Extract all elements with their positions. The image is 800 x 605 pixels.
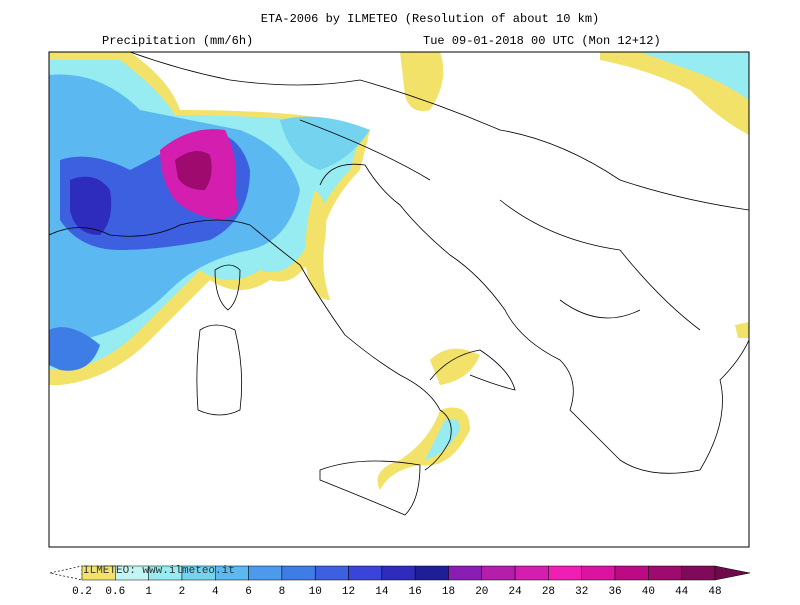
colorbar-label: 10 — [309, 586, 322, 598]
colorbar-label: 18 — [442, 586, 455, 598]
colorbar-swatch — [381, 565, 416, 581]
colorbar-swatch — [281, 565, 316, 581]
colorbar-swatch — [448, 565, 483, 581]
colorbar-label: 28 — [542, 586, 555, 598]
subtitle-right: Tue 09-01-2018 00 UTC (Mon 12+12) — [423, 34, 661, 48]
colorbar-label: 2 — [179, 586, 186, 598]
colorbar-label: 4 — [212, 586, 219, 598]
colorbar-label: 44 — [675, 586, 689, 598]
colorbar-label: 0.6 — [105, 586, 125, 598]
colorbar-swatch — [481, 565, 516, 581]
watermark: ILMETEO: www.ilmeteo.it — [83, 565, 235, 577]
colorbar-label: 48 — [708, 586, 721, 598]
colorbar-label: 40 — [642, 586, 655, 598]
colorbar-label: 1 — [145, 586, 152, 598]
colorbar-label: 20 — [475, 586, 488, 598]
colorbar-label: 16 — [409, 586, 422, 598]
colorbar-swatch — [548, 565, 582, 581]
title: ETA-2006 by ILMETEO (Resolution of about… — [261, 12, 599, 26]
colorbar-label: 8 — [279, 586, 286, 598]
colorbar-label: 24 — [509, 586, 523, 598]
colorbar-swatch — [414, 565, 449, 581]
colorbar-label: 14 — [375, 586, 389, 598]
colorbar: 0.2 0.6 1 2 4 6 8 10 12 14 16 18 20 24 28 32 36 40 44 48 — [49, 565, 751, 598]
subtitle-left: Precipitation (mm/6h) — [102, 34, 253, 48]
colorbar-swatch — [648, 565, 682, 581]
map — [48, 51, 750, 548]
colorbar-swatch — [681, 565, 716, 581]
colorbar-swatch — [514, 565, 549, 581]
colorbar-label: 6 — [245, 586, 252, 598]
colorbar-swatch — [614, 565, 649, 581]
colorbar-label: 12 — [342, 586, 355, 598]
colorbar-label: 36 — [608, 586, 621, 598]
colorbar-low — [49, 565, 83, 581]
colorbar-swatch — [314, 565, 349, 581]
colorbar-swatch — [248, 565, 283, 581]
colorbar-swatch — [581, 565, 616, 581]
colorbar-label: 0.2 — [72, 586, 92, 598]
colorbar-label: 32 — [575, 586, 588, 598]
colorbar-high — [714, 565, 751, 581]
colorbar-swatch — [348, 565, 383, 581]
